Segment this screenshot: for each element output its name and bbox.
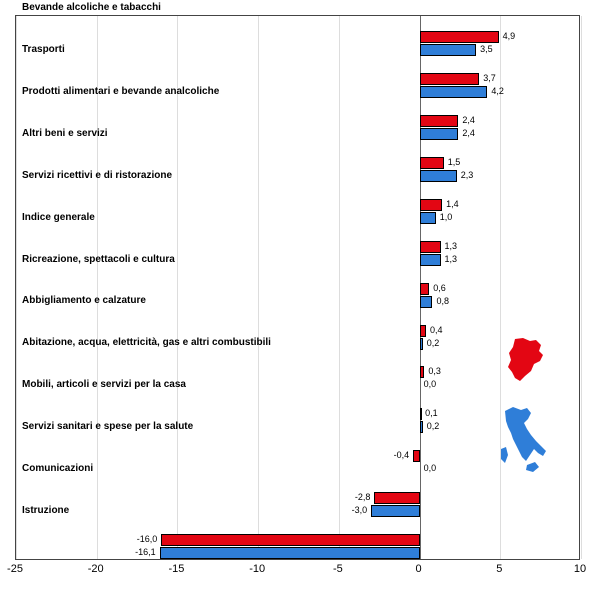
blue-bar <box>371 505 419 517</box>
category-label: Prodotti alimentari e bevande analcolich… <box>22 86 219 97</box>
chart-container: Bevande alcoliche e tabacchi 4,9 3,5 Traspo… <box>0 0 594 600</box>
blue-bar <box>160 547 420 559</box>
x-tick-label: -25 <box>7 563 23 575</box>
red-value-label: -0,4 <box>394 450 410 460</box>
blue-value-label: 0,8 <box>436 296 449 306</box>
red-bar <box>420 31 499 43</box>
red-value-label: 1,4 <box>446 199 459 209</box>
category-label: Mobili, articoli e servizi per la casa <box>22 379 186 390</box>
blue-value-label: 0,0 <box>424 463 437 473</box>
x-tick-label: -15 <box>168 563 184 575</box>
blue-value-label: 0,2 <box>427 338 440 348</box>
x-tick-label: 0 <box>416 563 422 575</box>
category-label: Abitazione, acqua, elettricità, gas e al… <box>22 337 271 348</box>
category-label: Abbigliamento e calzature <box>22 295 146 306</box>
blue-value-label: 2,4 <box>462 128 475 138</box>
red-bar <box>420 325 426 337</box>
italy-map-icon <box>495 405 557 487</box>
red-bar <box>420 73 480 85</box>
red-value-label: 4,9 <box>503 31 516 41</box>
blue-bar <box>420 212 436 224</box>
red-bar <box>374 492 419 504</box>
category-label: Servizi ricettivi e di ristorazione <box>22 170 172 181</box>
category-label: Altri beni e servizi <box>22 128 108 139</box>
category-label: Servizi sanitari e spese per la salute <box>22 421 193 432</box>
red-value-label: 3,7 <box>483 73 496 83</box>
blue-bar <box>420 254 441 266</box>
red-bar <box>420 199 443 211</box>
red-value-label: 1,3 <box>445 241 458 251</box>
category-label: Bevande alcoliche e tabacchi <box>22 2 161 13</box>
category-label: Trasporti <box>22 44 65 55</box>
red-value-label: 2,4 <box>462 115 475 125</box>
blue-value-label: -3,0 <box>352 505 368 515</box>
red-bar <box>420 408 422 420</box>
red-value-label: 0,1 <box>425 408 438 418</box>
blue-value-label: 3,5 <box>480 44 493 54</box>
blue-bar <box>420 44 477 56</box>
blue-bar <box>420 421 423 433</box>
blue-bar <box>420 128 459 140</box>
red-value-label: -2,8 <box>355 492 371 502</box>
red-bar <box>420 115 459 127</box>
blue-value-label: 4,2 <box>491 86 504 96</box>
red-bar <box>161 534 419 546</box>
x-tick-label: -10 <box>249 563 265 575</box>
blue-bar <box>420 170 457 182</box>
category-group: Servizi ricettivi e di ristorazione1,41,… <box>16 184 579 226</box>
x-tick-label: 5 <box>496 563 502 575</box>
red-bar <box>420 283 430 295</box>
gridline <box>581 16 582 559</box>
blue-value-label: 1,3 <box>445 254 458 264</box>
blue-value-label: 1,0 <box>440 212 453 222</box>
red-bar <box>420 157 444 169</box>
category-group: Istruzione-16,0-16,1 <box>16 519 579 561</box>
blue-value-label: 0,0 <box>424 379 437 389</box>
x-tick-label: 10 <box>574 563 586 575</box>
x-tick-label: -5 <box>333 563 343 575</box>
category-group: Bevande alcoliche e tabacchi4,93,5 <box>16 16 579 58</box>
blue-value-label: -16,1 <box>135 547 156 557</box>
blue-value-label: 2,3 <box>461 170 474 180</box>
red-value-label: 0,4 <box>430 325 443 335</box>
category-label: Comunicazioni <box>22 463 93 474</box>
red-bar <box>420 366 425 378</box>
red-bar <box>413 450 419 462</box>
category-label: Ricreazione, spettacoli e cultura <box>22 254 175 265</box>
red-value-label: -16,0 <box>137 534 158 544</box>
tuscany-map-icon <box>503 336 551 386</box>
red-value-label: 0,3 <box>428 366 441 376</box>
blue-bar <box>420 296 433 308</box>
x-tick-label: -20 <box>88 563 104 575</box>
red-value-label: 0,6 <box>433 283 446 293</box>
red-bar <box>420 241 441 253</box>
blue-value-label: 0,2 <box>427 421 440 431</box>
category-label: Indice generale <box>22 212 95 223</box>
red-value-label: 1,5 <box>448 157 461 167</box>
category-label: Istruzione <box>22 505 69 516</box>
blue-bar <box>420 338 423 350</box>
blue-bar <box>420 86 488 98</box>
